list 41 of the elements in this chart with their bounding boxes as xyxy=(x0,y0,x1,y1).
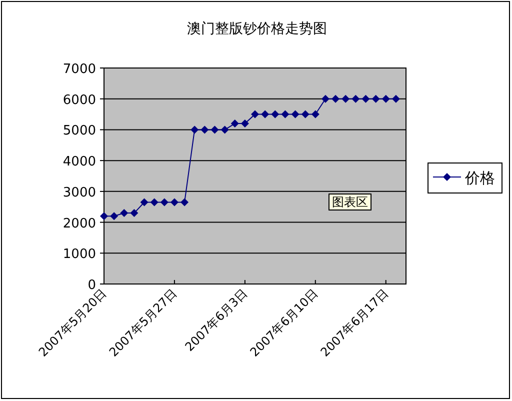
point xyxy=(372,94,380,103)
point xyxy=(170,198,178,206)
point xyxy=(261,110,270,118)
point xyxy=(301,110,310,118)
point xyxy=(362,94,370,103)
point xyxy=(281,110,290,118)
point xyxy=(120,209,128,218)
point xyxy=(230,120,239,128)
point xyxy=(190,126,199,134)
point xyxy=(271,110,280,118)
y-tick-label: 1000 xyxy=(62,247,96,262)
point xyxy=(321,94,330,103)
point xyxy=(140,198,148,206)
point xyxy=(110,212,118,220)
legend-label: 价格 xyxy=(464,169,495,187)
point xyxy=(392,94,400,103)
point xyxy=(180,198,189,206)
point xyxy=(200,126,209,134)
y-tick-label: 7000 xyxy=(62,62,96,77)
point xyxy=(342,94,350,103)
y-tick-label: 2000 xyxy=(62,216,96,232)
point xyxy=(220,126,229,134)
y-tick-label: 0 xyxy=(88,278,96,293)
point xyxy=(160,198,168,206)
point xyxy=(210,126,219,134)
point xyxy=(382,94,390,103)
point xyxy=(291,110,300,118)
point xyxy=(251,110,259,118)
y-tick-label: 6000 xyxy=(62,92,96,108)
chart-title: 澳门整版钞价格走势图 xyxy=(187,21,327,37)
point xyxy=(311,110,320,118)
point xyxy=(332,94,340,103)
point xyxy=(100,212,108,220)
point xyxy=(130,209,138,218)
point xyxy=(240,120,249,128)
y-tick-label: 3000 xyxy=(62,185,96,200)
annotation: 图表区 xyxy=(332,195,368,209)
y-tick-label: 4000 xyxy=(62,154,96,170)
point xyxy=(150,198,158,206)
point xyxy=(352,94,360,103)
y-tick-label: 5000 xyxy=(62,124,96,139)
